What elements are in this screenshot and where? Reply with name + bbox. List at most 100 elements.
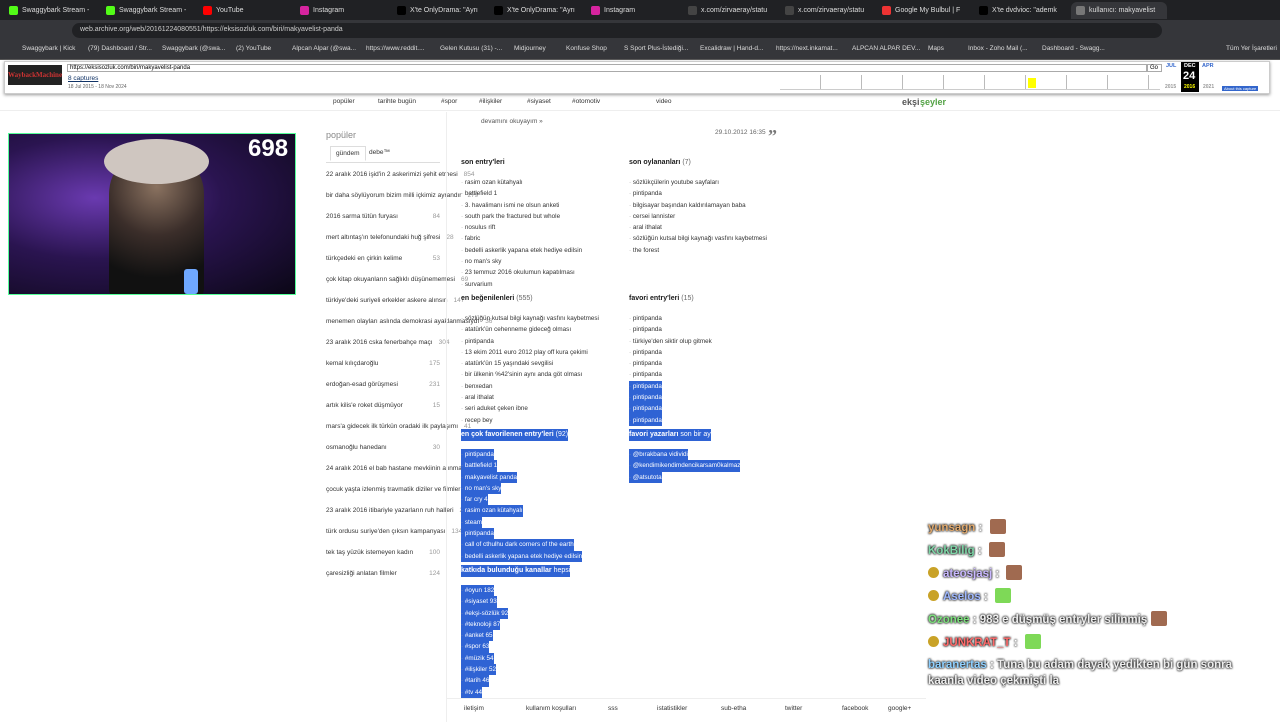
nav-link[interactable]: tarihte bugün xyxy=(378,98,416,105)
entry-link[interactable]: seri aduket çeken ibne xyxy=(461,403,528,414)
entry-link[interactable]: #teknoloji 87 xyxy=(461,618,501,631)
entry-link[interactable]: 13 ekim 2011 euro 2012 play off kura çek… xyxy=(461,347,588,358)
topic-title[interactable]: çok kitap okuyanların sağlıklı düşünemem… xyxy=(326,276,455,283)
topic-title[interactable]: türkiye'deki suriyeli erkekler askere al… xyxy=(326,297,448,304)
entry-link[interactable]: 3. havalimanı ismi ne olsun anketi xyxy=(461,200,560,211)
browser-tab[interactable]: X'te OnlyDrama: "Ayrı xyxy=(489,2,585,19)
entry-link[interactable]: steam xyxy=(461,516,483,529)
bookmark[interactable]: Midjourney xyxy=(514,45,546,52)
entry-link[interactable]: #tv 44 xyxy=(461,686,483,698)
topic-title[interactable]: türk ordusu suriye'den çıksın kampanyası xyxy=(326,528,446,535)
topic[interactable]: mars'a gidecek ilk türkün oradaki ilk pa… xyxy=(326,417,471,438)
topic[interactable]: türk ordusu suriye'den çıksın kampanyası… xyxy=(326,522,462,543)
entry-link[interactable]: benxedan xyxy=(461,381,493,392)
bookmark[interactable]: Excalidraw | Hand-d... xyxy=(700,45,764,52)
entry-link[interactable]: survarium xyxy=(461,279,493,290)
calendar-month[interactable]: DEC xyxy=(1184,63,1196,69)
section-name[interactable]: favori yazarları xyxy=(629,431,679,438)
topic[interactable]: bir daha söylüyorum bizim milli içkimiz … xyxy=(326,186,478,207)
footer-link[interactable]: sub-etha xyxy=(721,705,747,712)
topic-title[interactable]: 23 aralık 2016 cska fenerbahçe maçı xyxy=(326,339,433,346)
topic-title[interactable]: osmanoğlu hanedanı xyxy=(326,444,387,451)
entry-link[interactable]: bedelli askerlik yapana etek hediye edil… xyxy=(461,550,583,562)
entry-link[interactable]: @kendimikendimdencikarsam0kalmaz xyxy=(629,460,741,472)
entry-link[interactable]: pintipanda xyxy=(629,324,662,335)
section-count[interactable]: son bir ay xyxy=(680,431,711,438)
topic-title[interactable]: 24 aralık 2016 el bab hastane mevkiinin … xyxy=(326,465,467,472)
entry-link[interactable]: aral ithalat xyxy=(461,392,494,403)
more-link[interactable]: devamını okuyayım » xyxy=(481,118,543,125)
section-name[interactable]: son oylananları xyxy=(629,159,681,166)
chat-user[interactable]: KokBilig xyxy=(928,545,975,557)
entry-link[interactable]: sözlüğün kutsal bilgi kaynağı vasfını ka… xyxy=(461,313,599,324)
nav-link[interactable]: #spor xyxy=(441,98,458,105)
entry-link[interactable]: cersei lannister xyxy=(629,211,675,222)
bookmark[interactable]: Swaggybark (@swa... xyxy=(162,45,226,52)
nav-link[interactable]: #ilişkiler xyxy=(479,98,503,105)
topic-title[interactable]: mars'a gidecek ilk türkün oradaki ilk pa… xyxy=(326,423,459,430)
topic-title[interactable]: 2016 sarma tütün furyası xyxy=(326,213,398,220)
topic-title[interactable]: çaresizliği anlatan filmler xyxy=(326,570,397,577)
entry-link[interactable]: #müzik 54 xyxy=(461,652,494,665)
bookmark[interactable]: (2) YouTube xyxy=(236,45,272,52)
bookmark[interactable]: Inbox - Zoho Mail (... xyxy=(968,45,1028,52)
entry-link[interactable]: aral ithalat xyxy=(629,222,662,233)
browser-tab[interactable]: X'te OnlyDrama: "Ayrı xyxy=(392,2,488,19)
footer-link[interactable]: facebook xyxy=(842,705,869,712)
entry-link[interactable]: fabric xyxy=(461,233,480,244)
bookmark[interactable]: https://next.inkamat... xyxy=(776,45,838,52)
entry-link[interactable]: south park the fractured but whole xyxy=(461,211,560,222)
sidebar-tab[interactable]: debe™ xyxy=(369,149,390,156)
topic[interactable]: 24 aralık 2016 el bab hastane mevkiinin … xyxy=(326,459,480,480)
bookmark[interactable]: Swaggybark | Kick xyxy=(22,45,76,52)
entry-link[interactable]: @bırakbana vidividi xyxy=(629,449,688,461)
chat-user[interactable]: ateosjasj xyxy=(943,568,993,580)
entry-link[interactable]: pintipanda xyxy=(629,347,662,358)
chat-user[interactable]: baranertas xyxy=(928,659,987,671)
browser-tab[interactable]: X'te dvdvioc: "ademk xyxy=(974,2,1070,19)
bookmark[interactable]: Maps xyxy=(928,45,944,52)
section-name[interactable]: son entry'leri xyxy=(461,159,505,166)
entry-link[interactable]: #oyun 182 xyxy=(461,585,495,597)
section-name[interactable]: en beğenilenleri xyxy=(461,295,515,302)
section-count[interactable]: (555) xyxy=(516,295,533,302)
browser-tab[interactable]: YouTube xyxy=(198,2,294,19)
entry-link[interactable]: pintipanda xyxy=(629,392,662,404)
nav-link[interactable]: #siyaset xyxy=(527,98,551,105)
browser-tab[interactable]: kullanıcı: makyavelist xyxy=(1071,2,1167,19)
topic[interactable]: çaresizliği anlatan filmler 124 xyxy=(326,564,440,585)
section-name[interactable]: en çok favorilenen entry'leri xyxy=(461,431,554,438)
footer-link[interactable]: istatistikler xyxy=(657,705,688,712)
bookmark[interactable]: Dashboard - Swagg... xyxy=(1042,45,1105,52)
entry-link[interactable]: pintipanda xyxy=(629,403,662,415)
logo-b[interactable]: şeyler xyxy=(920,97,947,107)
entry-link[interactable]: pintipanda xyxy=(629,369,662,380)
topic-title[interactable]: erdoğan-esad görüşmesi xyxy=(326,381,398,388)
section-title[interactable]: son entry'leri xyxy=(461,157,505,169)
browser-tab[interactable]: Swaggybark Stream - xyxy=(4,2,100,19)
section-count[interactable]: (7) xyxy=(682,159,691,166)
entry-link[interactable]: bedelli askerlik yapana etek hediye edil… xyxy=(461,245,582,256)
topic[interactable]: tek taş yüzük istemeyen kadın 100 xyxy=(326,543,440,564)
bookmark[interactable]: (79) Dashboard / Str... xyxy=(88,45,152,52)
entry-link[interactable]: rasim ozan kütahyalı xyxy=(461,177,523,188)
topic[interactable]: mert altıntaş'ın telefonundaki huğ şifre… xyxy=(326,228,454,249)
entry-link[interactable]: call of cthulhu dark corners of the eart… xyxy=(461,539,574,551)
all-bookmarks[interactable]: Tüm Yer İşaretleri xyxy=(1226,45,1277,52)
entry-link[interactable]: #ekşi-sözlük 92 xyxy=(461,607,509,619)
captures[interactable]: 8 captures xyxy=(68,75,99,82)
calendar-year[interactable]: 2021 xyxy=(1203,84,1215,90)
section-name[interactable]: katkıda bulunduğu kanallar xyxy=(461,567,552,574)
entry-link[interactable]: pintipanda xyxy=(629,188,662,199)
bookmark[interactable]: S Sport Plus-İstediği... xyxy=(624,45,689,52)
footer-link[interactable]: twitter xyxy=(785,705,803,712)
topic[interactable]: 23 aralık 2016 itibariyle yazarların ruh… xyxy=(326,501,470,522)
entry-link[interactable]: #anket 65 xyxy=(461,630,493,642)
nav-link[interactable]: #otomotiv xyxy=(572,98,601,105)
section-title[interactable]: katkıda bulunduğu kanallar hepsi xyxy=(461,565,571,577)
topic-title[interactable]: menemen olayları aslında demokrasi ayakl… xyxy=(326,318,480,325)
browser-tab[interactable]: Swaggybark Stream - xyxy=(101,2,197,19)
entry-link[interactable]: türkiye'den siktir olup gitmek xyxy=(629,336,712,347)
topic-title[interactable]: 22 aralık 2016 işid'in 2 askerimizi şehi… xyxy=(326,171,458,178)
entry-link[interactable]: pintipanda xyxy=(461,336,494,347)
